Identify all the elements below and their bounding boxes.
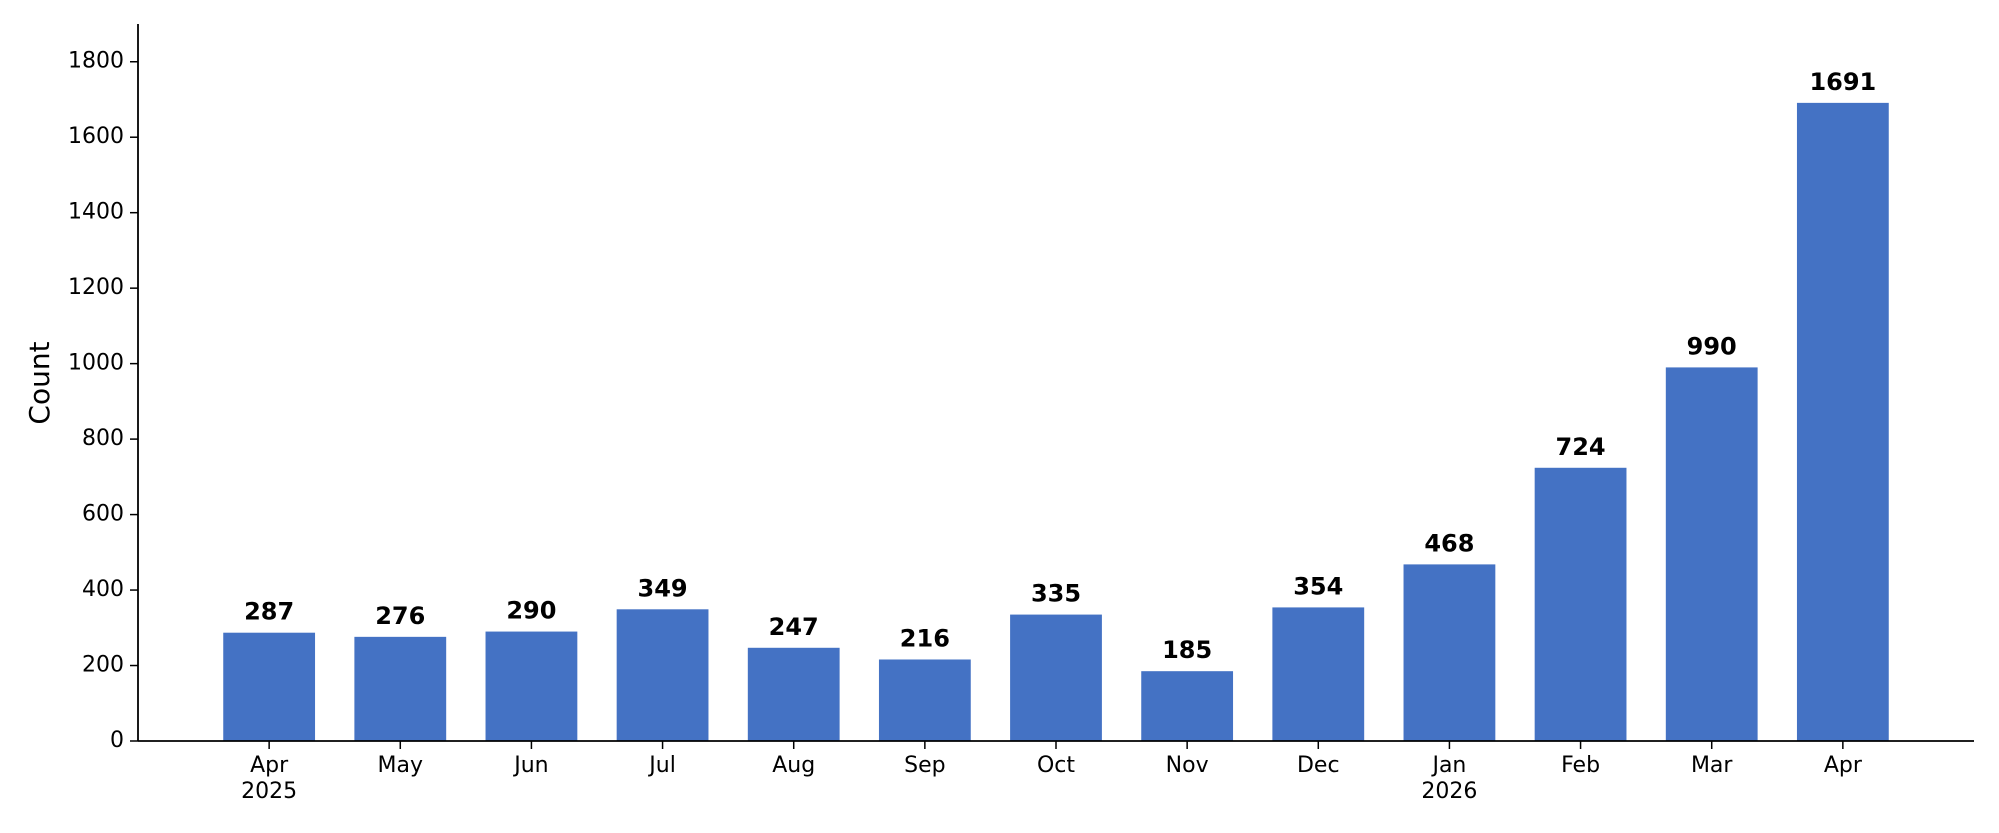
bar <box>1534 467 1627 741</box>
y-tick-label: 1600 <box>68 124 124 149</box>
x-tick-label: Aug <box>772 753 816 778</box>
bar <box>1272 607 1365 741</box>
value-label: 287 <box>244 598 294 626</box>
value-label: 724 <box>1556 433 1606 461</box>
x-tick-label: Oct <box>1036 753 1076 778</box>
value-label: 1691 <box>1809 68 1876 96</box>
x-tick-label: May <box>377 753 424 778</box>
y-tick-label: 1400 <box>68 200 124 225</box>
y-tick-label: 400 <box>82 577 124 602</box>
value-label: 468 <box>1424 529 1474 557</box>
y-tick-label: 0 <box>110 728 124 753</box>
y-tick-label: 1200 <box>68 275 124 300</box>
bar <box>354 636 447 741</box>
value-label: 354 <box>1293 572 1343 600</box>
y-tick-label: 200 <box>82 653 124 678</box>
bar <box>1403 564 1496 741</box>
x-tick-label: Mar <box>1690 753 1733 778</box>
x-tick-label: Nov <box>1165 753 1209 778</box>
value-label: 290 <box>506 597 556 625</box>
y-tick-label: 1800 <box>68 49 124 74</box>
bar <box>1665 367 1758 741</box>
x-tick-label: Dec <box>1296 753 1340 778</box>
bar <box>616 609 709 741</box>
bar <box>485 631 578 741</box>
x-tick-label: Apr 2025 <box>241 753 298 804</box>
value-label: 349 <box>638 574 688 602</box>
x-tick-label: Apr <box>1823 753 1862 778</box>
bar <box>1141 671 1234 741</box>
value-label: 335 <box>1031 580 1081 608</box>
x-tick-label: Feb <box>1561 753 1601 778</box>
value-label: 990 <box>1687 332 1737 360</box>
bar <box>878 659 971 741</box>
value-label: 216 <box>900 624 950 652</box>
y-tick-label: 1000 <box>68 351 124 376</box>
x-tick-label: Sep <box>904 753 946 778</box>
x-tick-label: Jan 2026 <box>1421 753 1478 804</box>
x-tick-label: Jun <box>514 753 549 778</box>
y-axis-label: Count <box>23 341 56 424</box>
x-tick-label: Jul <box>649 753 676 778</box>
bar <box>1010 614 1102 741</box>
value-label: 247 <box>769 613 819 641</box>
bar <box>1796 102 1889 742</box>
y-tick-label: 800 <box>82 426 124 451</box>
bar <box>747 647 840 741</box>
bar <box>223 632 316 741</box>
value-label: 276 <box>375 602 425 630</box>
value-label: 185 <box>1162 636 1212 664</box>
y-tick-label: 600 <box>82 502 124 527</box>
